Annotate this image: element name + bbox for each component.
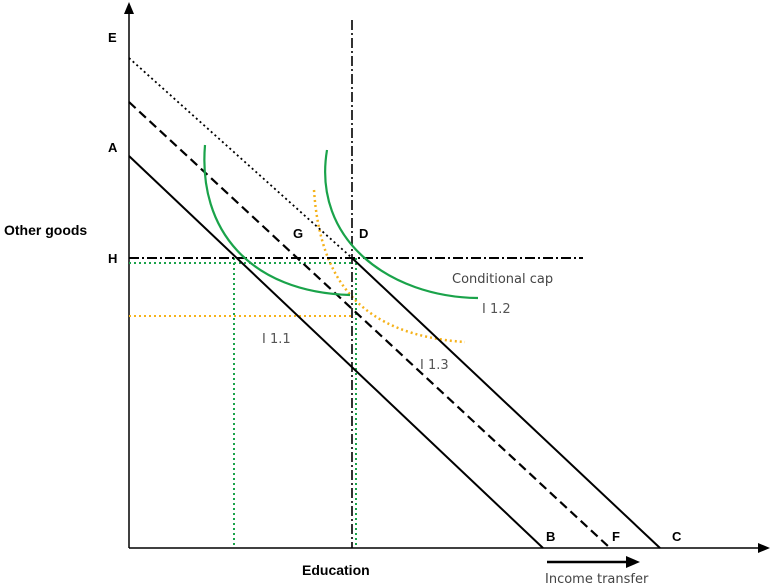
income-transfer-label: Income transfer (545, 572, 649, 587)
label-i13: I 1.3 (420, 358, 449, 373)
label-i12: I 1.2 (482, 302, 511, 317)
point-label-c: C (672, 529, 682, 544)
x-axis-title: Education (302, 562, 370, 578)
point-label-a: A (108, 140, 118, 155)
conditional-cap-label: Conditional cap (452, 272, 553, 287)
indifference-curve-i12 (324, 149, 479, 300)
point-label-d: D (359, 226, 368, 241)
budget-line-ec-dotted (128, 57, 353, 259)
y-axis-title: Other goods (4, 222, 87, 238)
point-label-h: H (108, 251, 117, 266)
point-label-e: E (108, 30, 117, 45)
indifference-curve-i13 (312, 189, 466, 344)
income-transfer-arrowhead (626, 556, 640, 568)
budget-line-ab (128, 155, 544, 549)
budget-line-dc (351, 257, 661, 549)
budget-line-dashed-f (128, 101, 611, 549)
point-label-b: B (546, 529, 555, 544)
y-axis-arrowhead (124, 2, 134, 14)
label-i11: I 1.1 (262, 332, 291, 347)
point-label-g: G (293, 226, 303, 241)
indifference-curve-i11 (203, 144, 351, 297)
x-axis-arrowhead (758, 543, 770, 553)
point-label-f: F (612, 529, 620, 544)
